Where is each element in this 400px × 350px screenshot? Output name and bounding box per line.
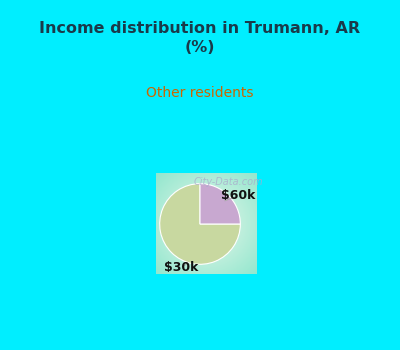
Text: $60k: $60k bbox=[221, 189, 256, 202]
Wedge shape bbox=[200, 184, 240, 224]
Text: City-Data.com: City-Data.com bbox=[194, 177, 263, 187]
Text: Income distribution in Trumann, AR
(%): Income distribution in Trumann, AR (%) bbox=[40, 21, 360, 55]
Text: $30k: $30k bbox=[164, 261, 198, 274]
Wedge shape bbox=[160, 184, 240, 264]
Text: Other residents: Other residents bbox=[146, 86, 254, 100]
